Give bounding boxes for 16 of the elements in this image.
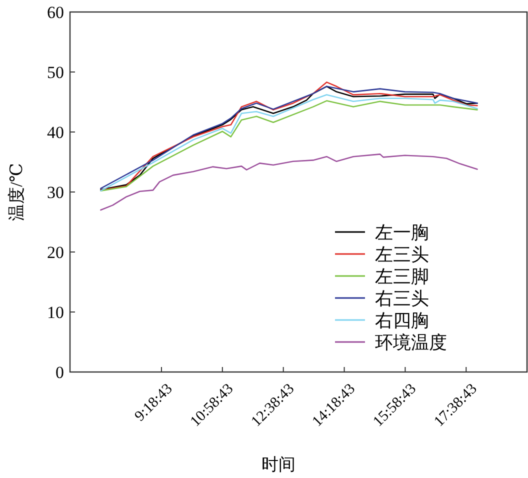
y-axis-title: 温度/℃ — [7, 163, 26, 221]
legend-label: 右四胸 — [375, 310, 429, 330]
y-tick-label: 0 — [56, 362, 64, 382]
legend-label: 环境温度 — [375, 332, 447, 352]
legend-label: 左三脚 — [375, 266, 429, 286]
line-series — [100, 154, 478, 211]
legend-label: 左三头 — [375, 244, 429, 264]
legend-label: 左一胸 — [375, 222, 429, 242]
y-tick-label: 10 — [47, 302, 64, 322]
y-tick-label: 60 — [47, 2, 64, 22]
y-tick-label: 20 — [47, 242, 64, 262]
x-axis-title: 时间 — [262, 455, 296, 474]
legend-label: 右三头 — [375, 288, 429, 308]
y-tick-label: 40 — [47, 122, 64, 142]
y-tick-label: 50 — [47, 62, 64, 82]
y-tick-label: 30 — [47, 182, 64, 202]
